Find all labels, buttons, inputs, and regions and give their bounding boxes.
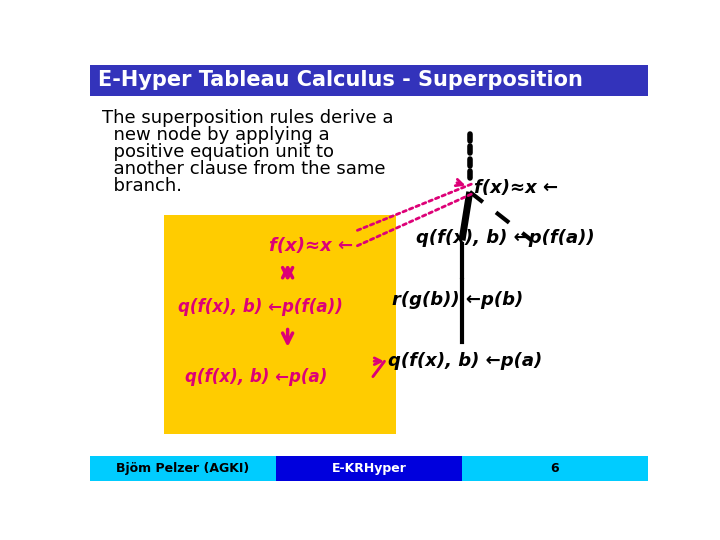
Text: another clause from the same: another clause from the same: [102, 160, 385, 178]
Text: E-KRHyper: E-KRHyper: [332, 462, 406, 475]
Bar: [276, 456, 462, 481]
Text: E-Hyper Tableau Calculus - Superposition: E-Hyper Tableau Calculus - Superposition: [98, 70, 582, 90]
Text: q(f(x), b) ←p(f(a)): q(f(x), b) ←p(f(a)): [415, 229, 594, 247]
Text: The superposition rules derive a: The superposition rules derive a: [102, 110, 393, 127]
Text: Bjöm Pelzer (AGKI): Bjöm Pelzer (AGKI): [117, 462, 250, 475]
Text: new node by applying a: new node by applying a: [102, 126, 329, 144]
Bar: [163, 215, 396, 434]
Text: positive equation unit to: positive equation unit to: [102, 143, 333, 161]
Bar: [462, 456, 648, 481]
Text: f(x)≈x ←: f(x)≈x ←: [474, 179, 558, 197]
Text: q(f(x), b) ←p(a): q(f(x), b) ←p(a): [388, 352, 543, 370]
Text: r(g(b)) ←p(b): r(g(b)) ←p(b): [392, 291, 523, 309]
Text: 6: 6: [551, 462, 559, 475]
Bar: [90, 65, 648, 96]
Text: q(f(x), b) ←p(f(a)): q(f(x), b) ←p(f(a)): [178, 298, 343, 316]
Text: q(f(x), b) ←p(a): q(f(x), b) ←p(a): [186, 368, 328, 386]
Text: branch.: branch.: [102, 177, 181, 195]
Text: f(x)≈x ←: f(x)≈x ←: [269, 237, 353, 255]
Bar: [90, 456, 276, 481]
